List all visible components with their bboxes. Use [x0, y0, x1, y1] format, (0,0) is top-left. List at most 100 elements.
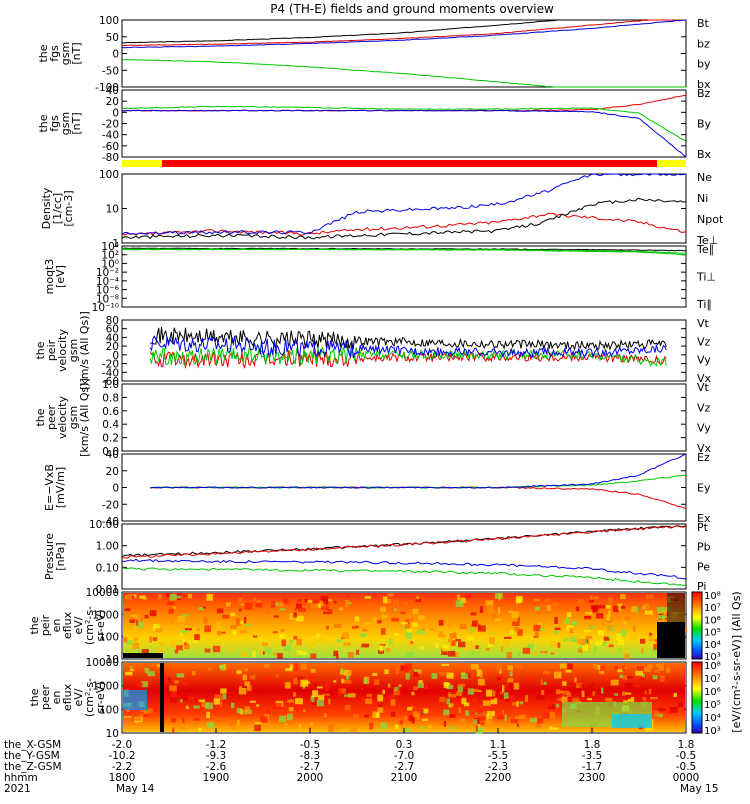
spectrogram-cell: [654, 669, 660, 673]
legend-Ti⊥: Ti⊥: [696, 271, 716, 284]
spectrogram-cell: [384, 669, 389, 675]
spectrogram-cell: [607, 625, 613, 632]
series-Npot: [121, 173, 687, 236]
spectrogram-cell: [193, 718, 201, 721]
spectrogram-cell: [618, 648, 621, 653]
spectrogram-cell: [546, 604, 551, 611]
spectrogram-cell: [608, 644, 614, 648]
spectrogram-cell: [490, 632, 493, 635]
spectrogram-cell: [510, 719, 519, 724]
x-tick-label: 0000: [673, 772, 700, 784]
y-tick-label: 10²: [101, 250, 119, 262]
legend-Vx: Vx: [697, 372, 712, 385]
spectrogram-cell: [632, 625, 636, 632]
spectrogram-cell: [553, 671, 562, 679]
spectrogram-cell: [467, 688, 475, 695]
spectrogram-cell: [219, 664, 224, 671]
spectrogram-cell: [477, 625, 486, 632]
spectrogram-cell: [394, 608, 397, 611]
spectrogram-cell: [539, 603, 548, 611]
x-axis-row-label: hhmm: [4, 772, 38, 784]
spectrogram-cell: [498, 607, 501, 614]
spectrogram-cell: [627, 697, 635, 702]
spectrogram-cell: [184, 642, 187, 646]
spectrogram-cell: [334, 624, 342, 629]
y-axis-label: fgs: [48, 115, 61, 132]
spectrogram-cell: [662, 678, 670, 684]
spectrogram-cell: [295, 653, 299, 658]
spectrogram-cell: [576, 684, 580, 688]
spectrogram-cell: [502, 710, 505, 715]
x-tick-label: -10.2: [108, 750, 135, 762]
y-tick-label: 60: [106, 324, 119, 336]
spectrogram-cell: [645, 725, 653, 731]
spectrogram-cell: [624, 682, 633, 689]
spectrogram-cell: [311, 602, 318, 608]
spectrogram-cell: [648, 688, 652, 695]
spectrogram-cell: [605, 697, 613, 702]
spectrogram-cell: [584, 639, 590, 644]
spectrogram-cell: [619, 674, 624, 679]
spectrogram-cell: [625, 692, 631, 699]
spectrogram-cell: [487, 606, 495, 613]
spectrogram-cell: [173, 606, 176, 610]
x-tick-label: 1.8: [584, 739, 601, 751]
colorbar-scale: [691, 591, 703, 660]
spectrogram-cell: [476, 723, 481, 727]
spectrogram-cell: [603, 636, 610, 641]
spectrogram-cell: [318, 601, 326, 608]
spectrogram-cell: [180, 698, 183, 703]
spectrogram-cell: [606, 614, 611, 621]
colorbar-tick: 10⁵: [704, 628, 721, 639]
spectrogram-cell: [529, 718, 538, 723]
spectrogram-cell: [264, 663, 269, 668]
spectrogram-cell: [423, 689, 429, 693]
spectrogram-cell: [418, 680, 423, 683]
spectrogram-cell: [533, 706, 536, 709]
spectrogram-cell: [644, 610, 653, 615]
y-tick-label: -80: [102, 152, 119, 164]
spectrogram-cell: [144, 614, 149, 619]
spectrogram-cell: [207, 667, 212, 671]
spectrogram-cell: [300, 679, 309, 687]
spectrogram-cell: [465, 594, 470, 599]
spectrogram-cell: [461, 697, 467, 705]
spectrogram-cell: [284, 723, 289, 726]
spectrogram-cell: [342, 631, 349, 635]
spectrogram-cell: [237, 719, 240, 726]
spectrogram-cell: [550, 652, 555, 655]
spectrogram-cell: [439, 631, 443, 636]
spectrogram-cell: [277, 653, 283, 660]
spectrogram-cell: [286, 713, 293, 721]
spectrogram-cell: [448, 638, 453, 643]
y-tick-label: 10⁻⁴: [96, 276, 119, 288]
spectrogram-cell: [419, 646, 424, 650]
spectrogram-cell: [366, 602, 369, 605]
spectrogram-gap: [160, 663, 164, 732]
spectrogram-cell: [295, 698, 303, 705]
spectrogram-cell: [407, 613, 411, 617]
spectrogram-cell: [217, 631, 221, 636]
spectrogram-cell: [198, 699, 206, 703]
spectrogram-cell: [664, 617, 667, 621]
spectrogram-cell: [438, 620, 444, 626]
series-Ne: [122, 212, 687, 236]
spectrogram-cell: [135, 619, 139, 627]
spectrogram-cell: [216, 608, 224, 614]
spectrogram-cell: [500, 646, 504, 652]
legend-Vy: Vy: [697, 422, 711, 435]
spectrogram-cell: [539, 628, 545, 631]
spectrogram-cell: [476, 669, 482, 677]
spectrogram-cell: [256, 704, 260, 707]
spectrogram-cell: [378, 704, 383, 709]
spectrogram-cell: [394, 724, 399, 729]
spectrogram-cell: [364, 714, 370, 718]
colorbar-scale: [691, 661, 703, 734]
spectrogram-cell: [414, 669, 418, 672]
x-axis-row-label: the_Y-GSM: [4, 750, 60, 762]
spectrogram-cell: [385, 648, 391, 653]
spectrogram-cell: [405, 618, 414, 622]
spectrogram-cell: [243, 616, 247, 624]
panel-frame: [121, 89, 687, 158]
